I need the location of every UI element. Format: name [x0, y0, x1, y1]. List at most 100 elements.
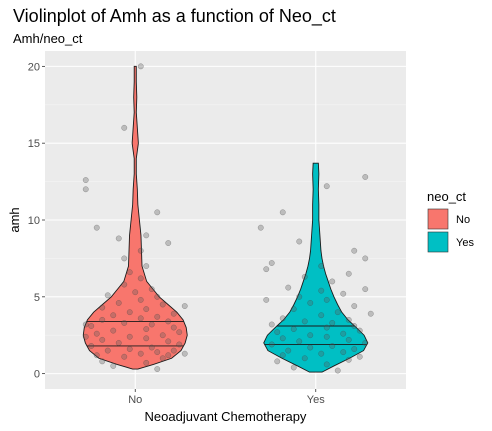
data-point [356, 327, 363, 334]
data-point [126, 346, 133, 352]
data-point [154, 313, 161, 320]
legend-title: neo_ct [427, 189, 466, 204]
data-point [296, 238, 303, 245]
data-point [296, 293, 303, 300]
data-point [345, 270, 352, 277]
data-point [340, 290, 347, 297]
data-point [121, 319, 128, 326]
data-point [323, 183, 330, 190]
data-point [340, 330, 347, 337]
data-point [115, 339, 122, 346]
data-point [143, 306, 150, 313]
data-point [345, 356, 352, 363]
data-point [345, 336, 352, 343]
y-tick-label: 0 [34, 369, 40, 381]
data-point [121, 281, 128, 288]
data-point [82, 321, 89, 328]
data-point [268, 321, 275, 328]
data-point [323, 324, 330, 331]
data-point [137, 63, 144, 70]
data-point [356, 353, 363, 360]
data-point [362, 255, 369, 262]
data-point [159, 301, 166, 308]
data-point [263, 266, 270, 273]
data-point [110, 363, 117, 369]
data-point [268, 341, 275, 348]
y-tick-label: 5 [34, 292, 40, 304]
data-point [132, 289, 139, 296]
data-point [126, 333, 133, 340]
data-point [165, 352, 172, 359]
data-point [82, 333, 89, 340]
data-point [121, 255, 128, 262]
data-point [362, 174, 369, 180]
data-point [143, 232, 150, 239]
data-point [82, 186, 89, 193]
x-axis-title: Neoadjuvant Chemotherapy [145, 409, 307, 424]
legend-label-no: No [456, 214, 470, 226]
data-point [99, 358, 106, 365]
data-point [104, 292, 111, 299]
data-point [154, 349, 161, 356]
data-point [274, 358, 281, 365]
violin-yes [263, 162, 369, 373]
data-point [93, 330, 100, 337]
data-point [340, 349, 347, 356]
data-point [307, 332, 314, 339]
data-point [296, 338, 303, 345]
data-point [121, 124, 128, 131]
data-point [110, 327, 117, 334]
data-point [143, 359, 150, 366]
data-point [351, 346, 358, 352]
y-tick-label: 20 [28, 61, 40, 73]
data-point [279, 315, 286, 322]
data-point [351, 247, 358, 254]
data-point [290, 326, 297, 333]
data-point [170, 347, 177, 354]
data-point [367, 310, 374, 317]
data-point [181, 303, 188, 309]
data-point [99, 316, 106, 323]
data-point [268, 260, 275, 266]
data-point [99, 304, 106, 311]
data-point [329, 319, 336, 326]
data-point [301, 318, 308, 325]
data-point [263, 296, 270, 303]
data-point [99, 336, 106, 343]
data-point [115, 300, 122, 306]
legend-key-no [427, 208, 449, 230]
data-point [165, 318, 172, 325]
data-point [334, 309, 341, 316]
data-point [154, 209, 161, 216]
legend: neo_ct No Yes [427, 189, 474, 253]
data-point [137, 350, 144, 357]
data-point [351, 303, 358, 309]
data-point [176, 341, 183, 348]
x-tick-label: Yes [307, 394, 325, 406]
data-point [318, 350, 325, 357]
data-point [148, 344, 155, 351]
data-point [82, 177, 89, 184]
data-point [323, 361, 330, 368]
data-point [143, 326, 150, 333]
violin-no [82, 65, 188, 370]
data-point [334, 367, 341, 374]
data-point [165, 338, 172, 345]
data-point [285, 347, 292, 354]
data-point [323, 333, 330, 340]
x-tick-label: No [128, 394, 142, 406]
data-point [329, 343, 336, 349]
data-point [126, 309, 133, 316]
data-point [159, 332, 166, 339]
data-point [137, 247, 144, 254]
data-point [88, 323, 95, 329]
data-point [137, 315, 144, 322]
data-point [279, 352, 286, 359]
data-point [345, 316, 352, 323]
data-point [279, 335, 286, 342]
data-point [351, 323, 358, 329]
data-point [170, 310, 177, 317]
data-point [274, 329, 281, 336]
data-point [301, 355, 308, 362]
